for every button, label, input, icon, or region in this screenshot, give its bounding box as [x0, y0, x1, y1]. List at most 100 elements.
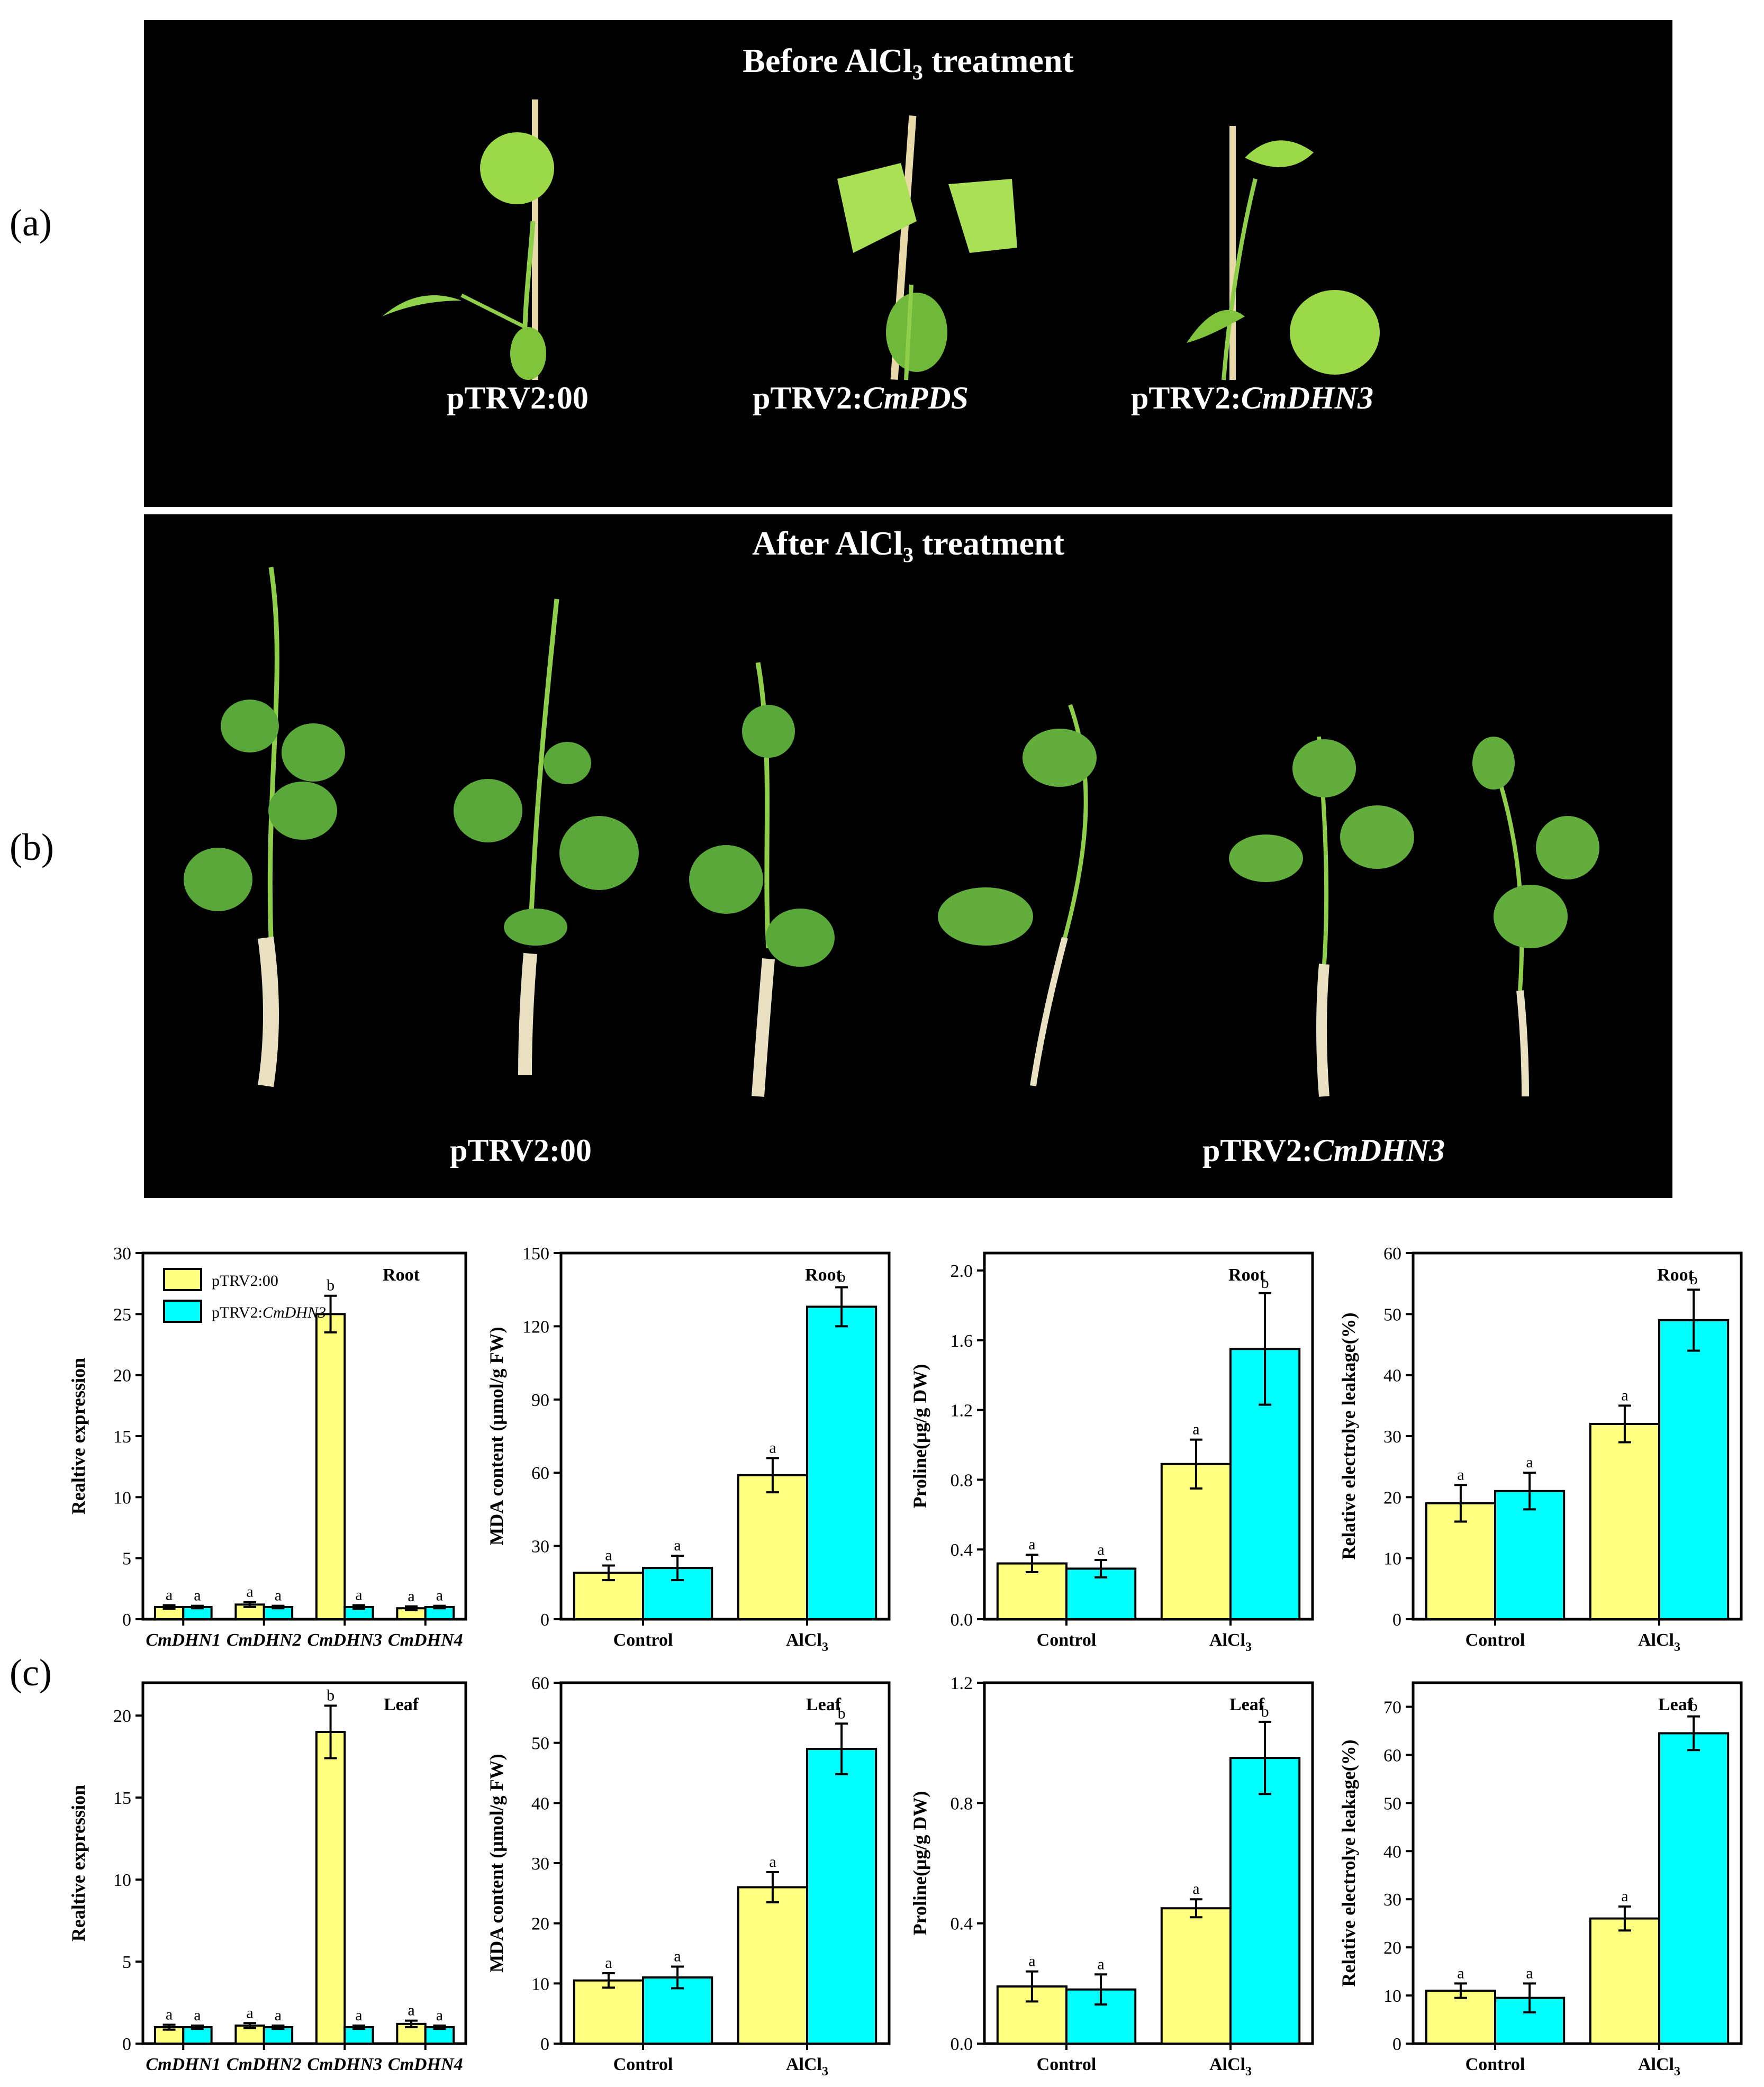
chart-title: Root [1657, 1265, 1695, 1285]
significance-letter: a [1097, 1955, 1104, 1973]
chart-title: Root [383, 1265, 420, 1285]
y-tick-label: 60 [531, 1674, 549, 1693]
chart-7: 0.0 0.4 0.8 1.2 Proline(μg/g DW) Leaf a a Contro… [909, 1674, 1314, 2079]
y-tick-label: 0.4 [951, 1540, 973, 1560]
chart-title: Leaf [384, 1695, 419, 1714]
significance-letter: a [436, 2007, 443, 2024]
significance-letter: a [1621, 1888, 1628, 1905]
y-tick-label: 10 [113, 1488, 131, 1508]
chart-5: 0 5 10 15 20 Realtive expression Leaf a a CmDHN1 a… [68, 1681, 467, 2074]
chart-title: Root [805, 1265, 843, 1285]
significance-letter: a [605, 1954, 612, 1972]
x-tick-subscript: 3 [1245, 1640, 1252, 1654]
bar-pTRV2-00 [1425, 1502, 1497, 1620]
chart-1: 0 5 10 15 20 25 30 Realtive expression Root a a CmD… [68, 1244, 467, 1650]
plot-frame [1412, 1681, 1743, 2045]
photo-a-label-3: pTRV2:CmDHN3 [1131, 380, 1373, 415]
plant-control-3 [689, 662, 835, 1097]
significance-letter: b [838, 1704, 846, 1722]
significance-letter: b [327, 1277, 334, 1294]
y-tick-label: 15 [113, 1789, 131, 1808]
x-tick-label: Control [1037, 1630, 1097, 1650]
x-tick-label: AlCl3 [786, 1630, 828, 1654]
y-tick-label: 0.0 [951, 1610, 973, 1630]
significance-letter: a [1526, 1964, 1533, 1982]
legend-label: pTRV2:CmDHN3 [212, 1304, 326, 1321]
y-axis-label: Proline(μg/g DW) [909, 1791, 930, 1936]
y-tick-label: 1.6 [951, 1331, 973, 1351]
bar-pTRV2-00 [1160, 1463, 1232, 1620]
y-tick-label: 50 [1383, 1794, 1401, 1813]
bar-pTRV2-00 [573, 1979, 645, 2045]
bar-pTRV2-CmDHN3 [1658, 1319, 1730, 1621]
photo-a-label-1: pTRV2:00 [447, 380, 589, 415]
significance-letter: a [166, 2006, 173, 2023]
bar-pTRV2-CmDHN3 [1494, 1490, 1566, 1620]
significance-letter: a [1028, 1953, 1035, 1970]
plot-frame [983, 1681, 1314, 2045]
significance-letter: a [194, 1587, 201, 1604]
significance-letter: a [1097, 1541, 1104, 1558]
significance-letter: a [1028, 1536, 1035, 1553]
y-tick-label: 60 [1383, 1244, 1401, 1264]
plant-silenced-3 [1472, 737, 1599, 1097]
y-tick-label: 30 [1383, 1427, 1401, 1447]
y-tick-label: 5 [122, 1953, 131, 1972]
significance-letter: a [1621, 1386, 1628, 1404]
chart-title: Leaf [1229, 1695, 1265, 1714]
y-axis-label: MDA content (μmol/g FW) [486, 1327, 507, 1545]
significance-letter: a [355, 1586, 362, 1603]
bar-pTRV2-CmDHN3 [1229, 1757, 1301, 2045]
plant-pTRV2-CmDHN3-before [1187, 126, 1380, 380]
significance-letter: a [1192, 1880, 1199, 1898]
x-tick-label: CmDHN2 [227, 2055, 302, 2074]
y-tick-label: 0.8 [951, 1794, 973, 1813]
significance-letter: b [1261, 1274, 1269, 1292]
x-tick-label: AlCl3 [786, 2055, 828, 2079]
y-axis-label: Realtive expression [68, 1785, 89, 1941]
significance-letter: a [769, 1853, 776, 1871]
x-tick-label: CmDHN4 [388, 1630, 463, 1650]
x-tick-label: CmDHN1 [146, 2055, 221, 2074]
x-tick-label: Control [613, 2055, 673, 2074]
x-tick-label: AlCl3 [1209, 2055, 1252, 2079]
x-tick-subscript: 3 [1674, 2065, 1680, 2079]
y-tick-label: 60 [531, 1464, 549, 1483]
y-tick-label: 0 [1392, 1610, 1401, 1630]
significance-letter: a [246, 1583, 253, 1601]
plot-frame [983, 1251, 1314, 1621]
bar-pTRV2-CmDHN3 [424, 2026, 455, 2045]
bar-pTRV2-00 [1589, 1422, 1661, 1620]
bar-pTRV2-CmDHN3 [1658, 1732, 1730, 2045]
x-tick-label: Control [613, 1630, 673, 1650]
bar-pTRV2-00 [315, 1313, 346, 1621]
x-tick-label: CmDHN3 [307, 1630, 382, 1650]
y-tick-label: 10 [1383, 1549, 1401, 1569]
significance-letter: a [194, 2007, 201, 2024]
bar-pTRV2-00 [1160, 1907, 1232, 2045]
x-tick-label: CmDHN3 [307, 2055, 382, 2074]
y-tick-label: 40 [1383, 1842, 1401, 1862]
y-tick-label: 10 [531, 1974, 549, 1994]
significance-letter: a [1457, 1466, 1464, 1483]
significance-letter: a [1526, 1454, 1533, 1471]
y-axis-label: Relative electrolye leakage(%) [1338, 1739, 1359, 1986]
bar-pTRV2-00 [737, 1886, 809, 2045]
significance-letter: a [769, 1439, 776, 1457]
plant-control-2 [454, 598, 639, 1076]
y-tick-label: 50 [531, 1734, 549, 1754]
chart-8: 0 10 20 30 40 50 60 70 Relative electrolye leaka… [1338, 1681, 1743, 2079]
y-tick-label: 15 [113, 1427, 131, 1447]
significance-letter: a [355, 2007, 362, 2024]
panel-label-c: (c) [10, 1652, 52, 1694]
photo-a-label-2: pTRV2:CmPDS [753, 380, 969, 415]
significance-letter: a [166, 1586, 173, 1603]
chart-4: 0 10 20 30 40 50 60 Relative electrolye leakage… [1338, 1244, 1743, 1654]
chart-title: Root [1228, 1265, 1266, 1285]
y-tick-label: 30 [531, 1854, 549, 1874]
x-tick-label: Control [1466, 2055, 1525, 2074]
significance-letter: a [408, 2002, 414, 2019]
significance-letter: b [1261, 1703, 1269, 1720]
plant-pTRV2-00-before [382, 99, 554, 380]
